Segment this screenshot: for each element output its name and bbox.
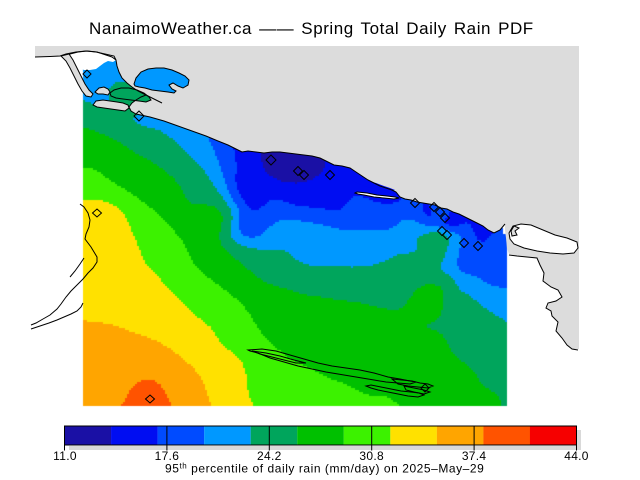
svg-text:37.4: 37.4 bbox=[462, 449, 487, 463]
svg-text:17.6: 17.6 bbox=[155, 449, 180, 463]
svg-text:95th percentile of daily rain: 95th percentile of daily rain (mm/day) o… bbox=[165, 462, 484, 476]
svg-text:30.8: 30.8 bbox=[359, 449, 384, 463]
svg-text:24.2: 24.2 bbox=[257, 449, 282, 463]
svg-text:44.0: 44.0 bbox=[564, 449, 589, 463]
svg-text:11.0: 11.0 bbox=[53, 449, 77, 463]
